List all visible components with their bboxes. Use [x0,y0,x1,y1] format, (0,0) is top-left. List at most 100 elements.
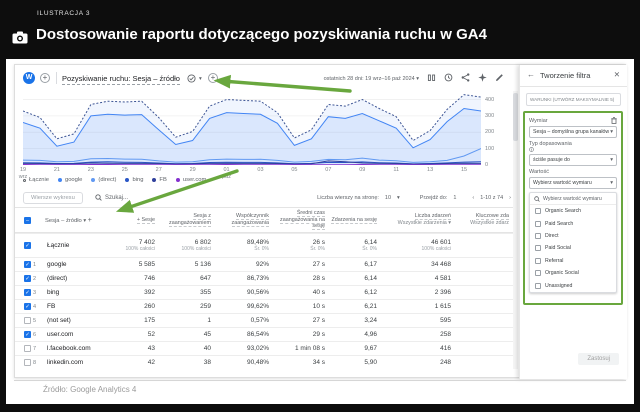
dimension-header[interactable]: Sesja – źródło ▾ + [45,216,92,224]
row-checkbox[interactable]: ✓ [24,275,31,282]
add-comparison-button[interactable]: + [208,73,218,83]
value-dropdown: Wybierz wartość wymiaru Organic Search Pa… [529,192,617,293]
row-cell: 28 s [312,275,325,282]
source-divider [14,380,626,381]
column-header[interactable]: Zdarzenia na sesję [331,216,377,224]
row-checkbox[interactable]: ✓ [24,261,31,268]
legend-dot [91,178,96,182]
totals-cell: 89,48% Śr. 0% [246,239,269,252]
apply-button[interactable]: Zastosuj [578,353,619,365]
edit-icon[interactable] [495,73,504,82]
totals-label: Łącznie [47,242,70,249]
row-checkbox[interactable] [24,345,31,352]
row-source: l.facebook.com [47,345,91,352]
legend-item[interactable]: FB [152,177,167,183]
column-header[interactable]: Sesja z zaangażowaniem [169,213,211,227]
compare-icon[interactable] [427,73,436,82]
trash-icon[interactable] [611,117,617,124]
chevron-down-icon[interactable]: ▾ [397,195,400,201]
x-tick: 05 [291,167,298,173]
option-checkbox[interactable] [535,270,541,277]
select-all-checkbox[interactable]: – [24,216,31,224]
row-number: 7 [33,345,37,352]
value-options: Organic Search Paid Search Direct Paid Soci… [530,205,616,292]
option-checkbox[interactable] [535,232,541,239]
column-header[interactable]: + Sesje [136,216,155,224]
value-search-input[interactable]: Wybierz wartość wymiaru [530,193,616,205]
match-type-select[interactable]: ściśle pasuje do ▾ [529,154,617,166]
scrollbar-thumb[interactable] [513,93,518,141]
add-report-button[interactable]: + [40,73,50,83]
row-cell: 746 [144,275,155,282]
x-tick: 21 [53,167,60,173]
search-input[interactable]: Szukaj... [95,194,128,201]
row-source: FB [47,303,56,310]
report-title[interactable]: Pozyskiwanie ruchu: Sesja – źródło [62,74,180,85]
traffic-chart: 400 300 200 100 0 19 wrz 21 23 25 27 29 01 paź 03 05 07… [19,91,507,180]
row-cell: 86,73% [246,275,269,282]
column-header[interactable]: Średni czas zaangażowania na sesję [280,209,325,231]
legend-item[interactable]: google [57,177,83,183]
scrollbar[interactable] [513,91,518,369]
legend-dot [152,178,157,182]
check-circle-icon[interactable] [187,74,196,83]
row-checkbox[interactable]: ✓ [24,303,31,310]
row-checkbox[interactable] [24,317,31,324]
channel-option[interactable]: Paid Search [530,217,616,229]
channel-option[interactable]: Paid Social [530,242,616,254]
row-cell: 2 396 [434,289,451,296]
table-row: ✓ 1 google 5 585 5 136 92% 27 s 6,17 34 468 [15,257,513,271]
traffic-line-chart [23,94,481,165]
column-header[interactable]: Liczba zdarzeń Wszystkie zdarzenia ▾ [397,213,451,226]
legend-item[interactable]: user.com [175,177,206,183]
table-row: ✓ 4 FB 260 259 99,62% 10 s 6,21 1 615 [15,299,513,313]
table-row: 7 l.facebook.com 43 40 93,02% 1 min 08 s 9,67 4… [15,341,513,355]
option-checkbox[interactable] [535,257,541,264]
channel-option[interactable]: Organic Search [530,205,616,217]
column-header[interactable]: Współczynnik zaangażowania [231,213,269,227]
option-checkbox[interactable] [535,245,541,252]
back-icon[interactable]: ← [527,70,535,79]
search-icon [95,194,102,201]
row-checkbox[interactable]: ✓ [24,289,31,296]
share-icon[interactable] [461,73,470,82]
date-range[interactable]: ostatnich 28 dni: 19 wrz–16 paź 2024 ▾ [323,76,419,82]
channel-option[interactable]: Unassigned [530,279,616,291]
rows-per-page-select[interactable]: 10 [384,195,392,201]
filter-panel-title: Tworzenie filtra [540,71,591,80]
channel-option[interactable]: Organic Social [530,267,616,279]
option-checkbox[interactable] [535,282,541,289]
option-checkbox[interactable] [535,208,541,215]
goto-input[interactable]: 1 [453,195,457,201]
option-label: Unassigned [545,282,573,289]
dimension-select[interactable]: Sesja – domyślna grupa kanałów ▾ [529,126,617,138]
row-number: 2 [33,275,37,282]
chevron-down-icon[interactable]: ▾ [199,76,202,82]
figure-eyebrow: ILUSTRACJA 3 [37,10,91,17]
row-checkbox[interactable]: ✓ [24,331,31,338]
value-select[interactable]: Wybierz wartość wymiaru ▾ [529,177,617,189]
row-number: 3 [33,289,37,296]
channel-option[interactable]: Referral [530,255,616,267]
option-checkbox[interactable] [535,220,541,227]
next-page-button[interactable]: › [509,195,511,201]
row-checkbox[interactable]: ✓ [24,242,31,249]
column-header[interactable]: Kluczowe zda Wszystkie zdarz [470,213,509,226]
insights-icon[interactable] [478,73,487,82]
legend-item[interactable]: Łącznie [23,177,49,183]
legend-label: google [64,177,83,183]
legend-item[interactable]: bing [125,177,143,183]
add-dimension-icon[interactable]: + [87,216,92,224]
chart-rows-button[interactable]: Wiersze wykresu [23,192,83,204]
avatar[interactable]: W [23,72,35,84]
option-label: Organic Social [545,270,579,277]
close-icon[interactable]: ✕ [613,70,620,79]
clock-icon[interactable] [444,73,453,82]
channel-option[interactable]: Direct [530,230,616,242]
row-number: 6 [33,331,37,338]
row-cell: 45 [203,331,211,338]
row-checkbox[interactable] [24,359,31,366]
row-cell: 10 s [312,303,325,310]
prev-page-button[interactable]: ‹ [472,195,475,201]
legend-item[interactable]: (direct) [91,177,116,183]
